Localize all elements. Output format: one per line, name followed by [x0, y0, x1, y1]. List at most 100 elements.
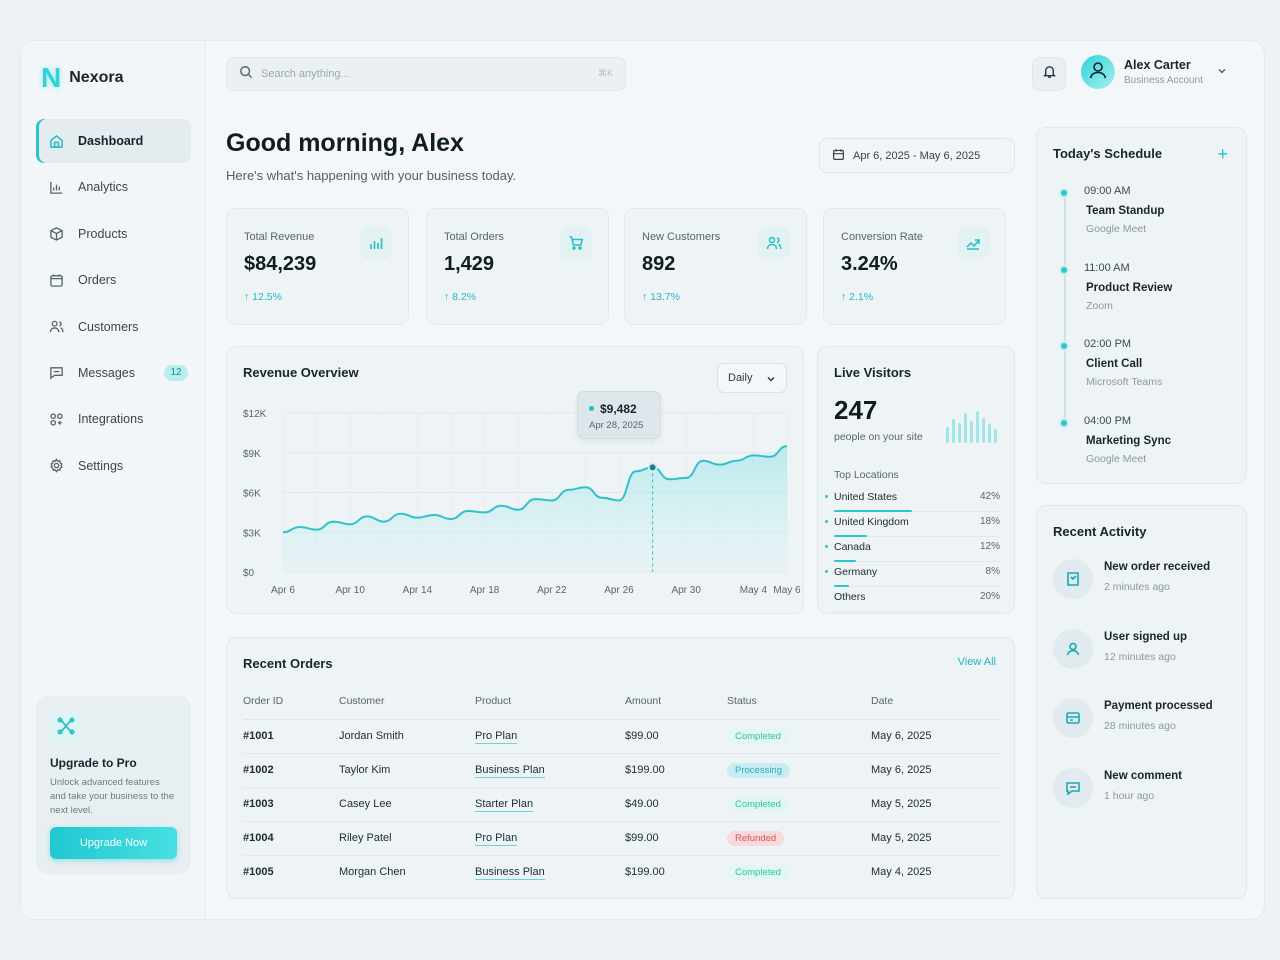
analytics-icon: [48, 179, 64, 195]
stat-card-conversion: Conversion Rate 3.24% ↑ 2.1%: [823, 208, 1006, 325]
sidebar-item-label: Dashboard: [78, 134, 144, 148]
sidebar-item-products[interactable]: Products: [36, 212, 191, 256]
order-date: May 5, 2025: [871, 821, 1001, 856]
logo[interactable]: N Nexora: [41, 63, 123, 93]
column-header[interactable]: Amount: [625, 683, 727, 720]
sidebar-item-label: Messages: [78, 365, 135, 380]
sidebar-item-analytics[interactable]: Analytics: [36, 165, 191, 209]
order-product[interactable]: Pro Plan: [475, 832, 518, 846]
stat-label: Conversion Rate: [841, 231, 923, 243]
table-row[interactable]: #1005 Morgan Chen Business Plan $199.00 Comp…: [243, 855, 1001, 889]
location-name: United Kingdom: [834, 516, 909, 528]
activity-title: New comment: [1104, 769, 1182, 782]
highlight-point[interactable]: [647, 462, 658, 473]
order-product[interactable]: Pro Plan: [475, 730, 518, 744]
x-tick-label: Apr 6: [271, 585, 295, 596]
arrow-up-icon: ↑: [642, 291, 651, 303]
location-bar: [834, 560, 856, 562]
table-row[interactable]: #1002 Taylor Kim Business Plan $199.00 Proce…: [243, 753, 1001, 788]
sidebar-item-settings[interactable]: Settings: [36, 444, 191, 488]
location-row: Canada 12%: [825, 537, 1000, 562]
timeline-dot: [1059, 188, 1069, 198]
stat-card-revenue: Total Revenue $84,239 ↑ 12.5%: [226, 208, 409, 325]
event-title: Marketing Sync: [1086, 434, 1171, 447]
revenue-chart: $0 $3K $6K $9K $12K Apr 6 Apr 10 Apr 14 Apr 18 A…: [243, 409, 801, 596]
location-name: Canada: [834, 541, 871, 553]
location-row: United States 42%: [825, 487, 1000, 512]
activity-item[interactable]: User signed up 12 minutes ago: [1053, 627, 1233, 671]
sidebar-item-integrations[interactable]: Integrations: [36, 397, 191, 441]
user-avatar-icon: [1087, 59, 1109, 86]
stat-delta: ↑ 8.2%: [444, 291, 477, 303]
stat-label: Total Revenue: [244, 231, 315, 243]
user-icon: [1053, 628, 1093, 669]
arrow-up-icon: ↑: [841, 291, 850, 303]
tooltip-date: Apr 28, 2025: [589, 420, 644, 431]
user-menu[interactable]: Alex Carter Business Account: [1081, 55, 1227, 89]
stat-delta: ↑ 12.5%: [244, 291, 282, 303]
add-event-button[interactable]: +: [1217, 144, 1228, 165]
location-row: United Kingdom 18%: [825, 512, 1000, 537]
sidebar-item-messages[interactable]: Messages 12: [36, 351, 191, 395]
event-title: Product Review: [1086, 281, 1173, 294]
comment-icon: [1053, 767, 1093, 808]
column-header[interactable]: Date: [871, 683, 1001, 720]
period-select[interactable]: Daily: [717, 363, 787, 393]
sidebar-item-dashboard[interactable]: Dashboard: [36, 119, 191, 163]
location-dot: [825, 520, 828, 523]
plus-icon: +: [1217, 144, 1228, 164]
order-product[interactable]: Business Plan: [475, 764, 545, 778]
status-badge: Processing: [727, 762, 790, 778]
location-percent: 20%: [979, 591, 1000, 602]
visitors-subtitle: people on your site: [834, 431, 923, 443]
timeline-dot: [1059, 264, 1069, 275]
sidebar-item-label: Settings: [78, 458, 124, 473]
order-customer: Morgan Chen: [339, 866, 406, 879]
column-header[interactable]: Order ID: [243, 683, 339, 720]
location-percent: 18%: [979, 516, 1000, 527]
order-product[interactable]: Starter Plan: [475, 798, 534, 812]
notifications-button[interactable]: [1032, 57, 1066, 91]
stat-delta: ↑ 13.7%: [642, 291, 680, 303]
upgrade-text: Unlock advanced features and take your b…: [50, 777, 175, 816]
view-all-link[interactable]: View All: [957, 656, 996, 668]
location-row: Others 20%: [834, 587, 1000, 612]
location-dot: [825, 570, 828, 573]
column-header[interactable]: Product: [475, 683, 625, 720]
payment-icon: [1053, 698, 1093, 738]
table-row[interactable]: #1004 Riley Patel Pro Plan $99.00 Refunded Ma…: [243, 821, 1001, 856]
order-status-cell: Completed: [727, 719, 871, 754]
sidebar-item-orders[interactable]: Orders: [36, 258, 191, 302]
column-header[interactable]: Customer: [339, 683, 475, 720]
order-date: May 6, 2025: [871, 719, 1001, 754]
stat-value: 3.24%: [841, 253, 898, 275]
sidebar-item-customers[interactable]: Customers: [36, 305, 191, 349]
gear-icon: [48, 458, 64, 474]
order-customer: Casey Lee: [339, 787, 475, 822]
date-range-picker[interactable]: Apr 6, 2025 - May 6, 2025: [819, 138, 1015, 173]
order-amount: $199.00: [625, 753, 727, 788]
page-title: Good morning, Alex: [226, 129, 464, 157]
x-tick-label: Apr 18: [470, 585, 500, 596]
order-date: May 4, 2025: [871, 866, 932, 879]
order-product[interactable]: Business Plan: [475, 866, 545, 881]
table-row[interactable]: #1001 Jordan Smith Pro Plan $99.00 Completed…: [243, 719, 1001, 754]
activity-item[interactable]: Payment processed 28 minutes ago: [1053, 696, 1233, 740]
column-header[interactable]: Status: [727, 683, 871, 720]
table-row[interactable]: #1003 Casey Lee Starter Plan $49.00 Complete…: [243, 787, 1001, 822]
visitors-title: Live Visitors: [834, 365, 912, 380]
activity-item[interactable]: New comment 1 hour ago: [1053, 766, 1233, 810]
sidebar-item-label: Customers: [78, 319, 139, 334]
avatar: [1081, 55, 1115, 89]
search-input[interactable]: [261, 68, 581, 80]
top-locations-label: Top Locations: [834, 469, 899, 481]
upgrade-now-button[interactable]: Upgrade Now: [50, 827, 177, 859]
order-status-cell: Processing: [727, 753, 871, 788]
stat-label: Total Orders: [444, 231, 504, 243]
activity-item[interactable]: New order received 2 minutes ago: [1053, 557, 1233, 601]
location-percent: 42%: [979, 491, 1000, 502]
stat-value: 892: [642, 253, 676, 275]
event-time: 11:00 AM: [1084, 261, 1130, 274]
stat-value: $84,239: [244, 253, 317, 275]
user-name: Alex Carter: [1124, 58, 1191, 72]
